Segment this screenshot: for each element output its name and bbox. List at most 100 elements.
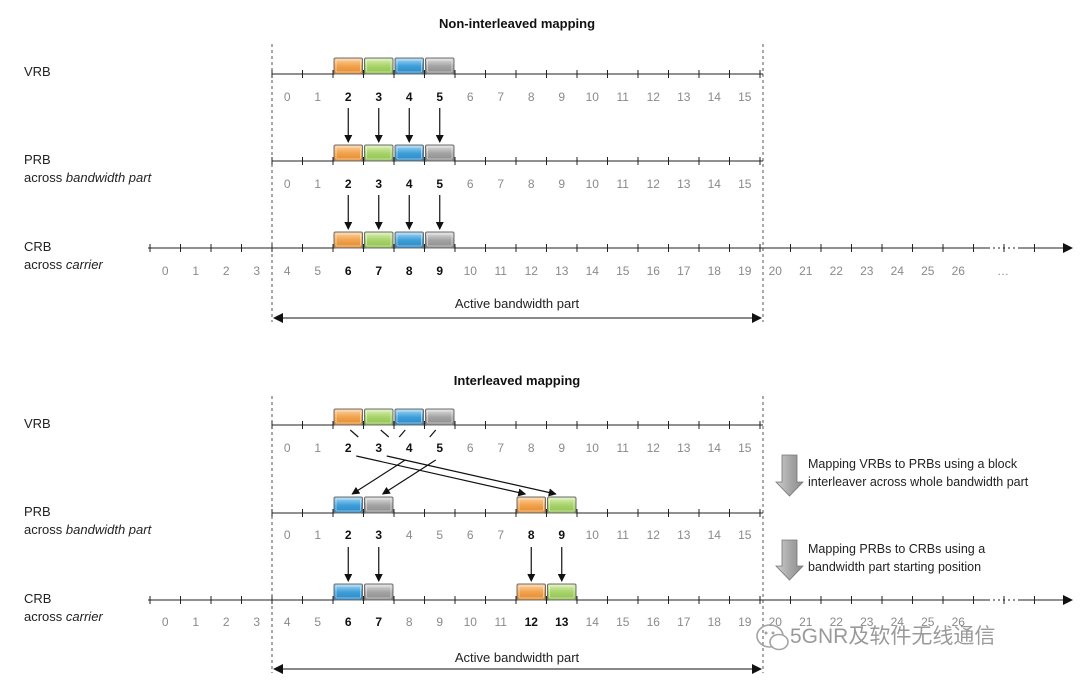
rb-index: 25 (921, 615, 935, 629)
rb-index: 3 (375, 528, 382, 542)
rb-block-highlight (335, 410, 361, 424)
crb-sub-italic: carrier (66, 257, 104, 272)
mapping-arrow (386, 455, 557, 497)
rb-index: 4 (406, 528, 413, 542)
rb-index: 5 (436, 177, 443, 191)
ni-bwp-boundaries (271, 44, 764, 322)
rb-index: 2 (223, 264, 230, 278)
ni-prb-numbers: 0 1 2 3 4 5 6 7 8 9 10 11 12 13 14 15 (284, 177, 752, 191)
rb-index: 13 (555, 615, 569, 629)
down-arrow-icon (775, 454, 804, 497)
rb-block-green (364, 57, 394, 75)
rb-index: 12 (647, 90, 661, 104)
rb-index: 6 (467, 441, 474, 455)
prb-label: PRB (24, 152, 51, 167)
rb-index: 0 (284, 177, 291, 191)
rb-block-gray (425, 231, 455, 249)
note1-line2: interleaver across whole bandwidth part (808, 475, 1029, 489)
rb-index: 0 (162, 264, 169, 278)
rb-index: 12 (525, 615, 539, 629)
i-prb-numbers: 0 1 2 3 4 5 6 7 8 9 10 11 12 13 14 15 (284, 528, 752, 542)
ni-mapping-arrows (344, 108, 444, 230)
ni-vrb-blocks (333, 57, 455, 75)
rb-index: 14 (586, 264, 600, 278)
rb-index: 12 (647, 528, 661, 542)
note2-line2: bandwidth part starting position (808, 560, 981, 574)
rb-block-highlight (396, 59, 422, 73)
rb-index: 26 (952, 264, 966, 278)
rb-index: 24 (891, 615, 905, 629)
rb-index: 6 (467, 90, 474, 104)
rb-index: 7 (497, 90, 504, 104)
prb-sub-italic: bandwidth part (66, 170, 153, 185)
rb-index: 12 (647, 177, 661, 191)
rb-index: 11 (617, 441, 630, 455)
rb-index: 0 (284, 441, 291, 455)
rb-index: 3 (253, 615, 260, 629)
rb-index: 11 (617, 177, 630, 191)
rb-index: 23 (860, 615, 874, 629)
rb-index: 13 (677, 528, 691, 542)
rb-index: 15 (738, 528, 752, 542)
rb-block-blue (394, 144, 424, 162)
i-crb-sublabel: across carrier (24, 609, 103, 624)
rb-index: 25 (921, 264, 935, 278)
rb-index: 1 (314, 441, 321, 455)
rb-block-orange (333, 57, 363, 75)
i-crb-numbers: 0 1 2 3 4 5 6 7 8 9 10 11 12 13 14 15 16 17 18 19 20 21 22 23 24… (162, 615, 965, 629)
rb-block-green (364, 144, 394, 162)
rb-index: 8 (406, 615, 413, 629)
rb-block-gray (425, 144, 455, 162)
rb-index: 18 (708, 264, 722, 278)
rb-index: 16 (647, 264, 661, 278)
rb-index: 10 (586, 441, 600, 455)
i-mapping-arrows (344, 429, 566, 582)
rb-index: 13 (555, 264, 569, 278)
rb-index: 7 (375, 264, 382, 278)
i-crb-sub-italic: carrier (66, 609, 104, 624)
mapping-arrow (381, 459, 437, 495)
rb-index: 2 (345, 528, 352, 542)
rb-index: 9 (558, 177, 565, 191)
rb-index: 6 (467, 177, 474, 191)
rb-index: 1 (314, 177, 321, 191)
rb-index: 8 (528, 528, 535, 542)
rb-index: 2 (345, 90, 352, 104)
rb-block-highlight (396, 146, 422, 160)
rb-index: 7 (497, 441, 504, 455)
rb-index: 15 (616, 264, 630, 278)
rb-index: 7 (375, 615, 382, 629)
rb-block-highlight (335, 59, 361, 73)
mapping-arrow-stub (429, 429, 437, 438)
rb-block-orange (333, 144, 363, 162)
rb-block-green (547, 496, 577, 514)
crb-sublabel: across carrier (24, 257, 103, 272)
i-prb-sub-italic: bandwidth part (66, 522, 153, 537)
i-prb-sublabel: across bandwidth part (24, 522, 153, 537)
i-vrb-numbers: 0 1 2 3 4 5 6 7 8 9 10 11 12 13 14 15 (284, 441, 752, 455)
rb-index: 19 (738, 264, 752, 278)
rb-index: 6 (345, 615, 352, 629)
rb-index: 11 (617, 528, 630, 542)
rb-block-gray (425, 57, 455, 75)
down-arrow-icon (775, 539, 804, 581)
rb-index: 17 (677, 264, 691, 278)
rb-index: 5 (314, 264, 321, 278)
rb-block-highlight (366, 498, 392, 512)
rb-index: 10 (586, 90, 600, 104)
rb-index: 8 (528, 177, 535, 191)
rb-index: 10 (586, 528, 600, 542)
rb-index: 20 (769, 615, 783, 629)
rb-block-highlight (518, 498, 544, 512)
rb-block-highlight (366, 585, 392, 599)
rb-index: 23 (860, 264, 874, 278)
rb-index: 12 (525, 264, 539, 278)
mapping-arrow-stub (398, 429, 406, 438)
rb-index: 1 (314, 90, 321, 104)
rb-block-orange (333, 231, 363, 249)
rb-index: 11 (617, 90, 630, 104)
rb-index: 11 (495, 264, 508, 278)
rb-index: 2 (345, 441, 352, 455)
rb-index: 3 (253, 264, 260, 278)
